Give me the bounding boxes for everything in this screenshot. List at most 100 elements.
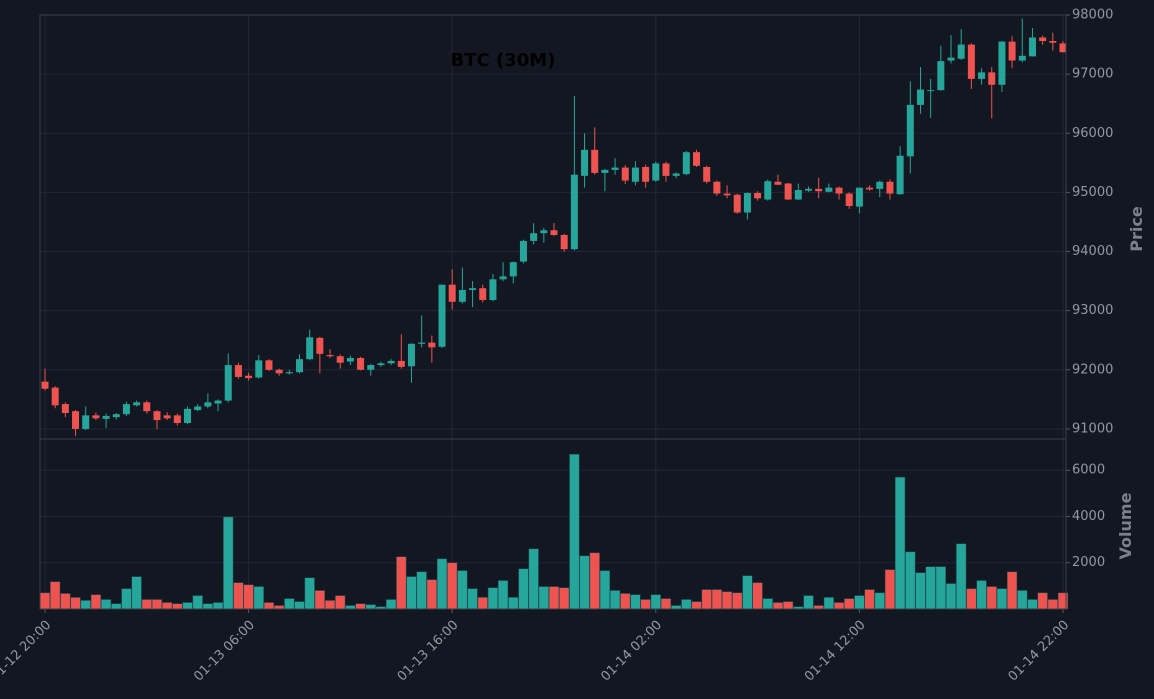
volume-bar <box>762 598 773 610</box>
y-tick-label: 94000 <box>1072 244 1113 259</box>
volume-bar <box>335 595 346 610</box>
candle-body <box>866 187 874 190</box>
candle-body <box>723 193 731 196</box>
volume-bar <box>559 587 570 610</box>
candle-body <box>967 44 975 79</box>
volume-axis-label: Volume <box>1116 492 1135 559</box>
candle-body <box>611 167 619 170</box>
volume-bar <box>355 603 366 610</box>
volume-bar <box>100 599 112 610</box>
volume-bar <box>844 598 855 610</box>
candle-body <box>733 194 741 213</box>
volume-bar <box>660 598 672 610</box>
candle-body <box>458 289 466 302</box>
candle-body <box>204 402 212 407</box>
y-tick-label: 91000 <box>1072 421 1113 436</box>
candle-body <box>61 404 69 413</box>
volume-bar <box>274 605 285 610</box>
volume-bar <box>803 595 814 610</box>
volume-bar <box>467 588 478 610</box>
candle-body <box>367 365 375 370</box>
volume-bar <box>90 594 101 610</box>
volume-bar <box>599 570 610 610</box>
volume-bar <box>976 580 987 610</box>
volume-bar <box>589 552 600 610</box>
volume-bar <box>538 586 549 610</box>
volume-bar <box>80 600 91 610</box>
volume-bar <box>742 575 753 610</box>
volume-bar <box>396 556 407 610</box>
candle-body <box>672 173 680 176</box>
candle-body <box>988 72 996 85</box>
volume-bar <box>813 605 824 610</box>
candle-body <box>570 174 578 250</box>
volume-bar <box>925 566 936 610</box>
candle-body <box>560 234 568 250</box>
volume-bar <box>528 548 539 610</box>
candle-body <box>621 167 629 181</box>
volume-bar <box>783 601 794 610</box>
candle-body <box>326 355 334 357</box>
candle-body <box>387 360 395 364</box>
candle-body <box>978 72 986 79</box>
candle-body <box>591 149 599 173</box>
volume-bar <box>701 589 712 610</box>
volume-bar <box>620 593 631 610</box>
candle-body <box>876 181 884 189</box>
volume-bar <box>243 584 254 610</box>
volume-bar <box>457 570 468 610</box>
y-tick-label: 93000 <box>1072 303 1113 318</box>
volume-bar <box>314 590 325 610</box>
chart-title: BTC (30M) <box>451 50 556 71</box>
volume-bar <box>50 581 61 610</box>
candle-body <box>143 402 151 412</box>
candle-body <box>1008 41 1016 61</box>
candle-body <box>306 337 314 360</box>
candle-body <box>194 406 202 411</box>
candle-body <box>805 188 812 191</box>
volume-bar <box>945 583 957 610</box>
volume-bar <box>284 598 295 610</box>
volume-bar <box>263 602 275 610</box>
volume-bar <box>386 599 397 610</box>
volume-bar <box>111 603 122 610</box>
candle-body <box>886 181 894 194</box>
volume-bar <box>172 603 183 610</box>
candle-body <box>245 375 253 379</box>
candle-body <box>336 356 344 363</box>
volume-bar <box>223 516 234 610</box>
y-tick-label: 98000 <box>1072 8 1113 23</box>
volume-bar <box>579 555 590 610</box>
volume-bar <box>833 602 845 610</box>
candle-body <box>703 166 711 182</box>
candle-body <box>1028 37 1036 57</box>
candle-body <box>316 337 324 354</box>
volume-bar <box>966 588 977 610</box>
candle-body <box>784 183 792 200</box>
candle-body <box>51 387 59 406</box>
candle-body <box>397 360 405 367</box>
candle-body <box>112 414 120 418</box>
candle-body <box>234 365 242 377</box>
candle-body <box>224 365 232 401</box>
volume-bar <box>721 591 733 610</box>
candle-body <box>469 288 477 290</box>
volume-bar <box>121 588 132 610</box>
candle-body <box>743 192 751 213</box>
volume-tick-label: 6000 <box>1072 463 1105 478</box>
candle-body <box>794 190 802 200</box>
volume-bar <box>406 576 417 610</box>
candle-body <box>845 193 853 207</box>
volume-bar <box>1017 590 1028 610</box>
candle-body <box>927 90 935 92</box>
candle-body <box>947 57 955 61</box>
volume-bar <box>253 586 264 610</box>
volume-bar <box>487 587 499 610</box>
candle-body <box>652 163 660 181</box>
candle-body <box>184 408 192 424</box>
volume-bar <box>671 605 682 610</box>
candle-body <box>713 181 721 194</box>
candle-body <box>509 262 517 277</box>
volume-bar <box>691 601 702 610</box>
candle-body <box>153 411 161 421</box>
